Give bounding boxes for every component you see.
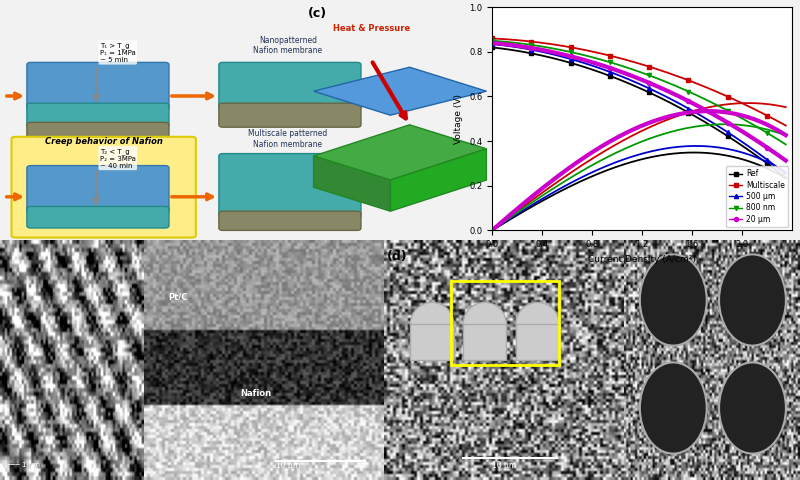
FancyBboxPatch shape xyxy=(219,154,361,218)
Text: T₂ < T_g
P₂ = 3MPa
~ 40 min: T₂ < T_g P₂ = 3MPa ~ 40 min xyxy=(100,148,136,169)
Text: (d): (d) xyxy=(386,250,407,263)
Circle shape xyxy=(516,302,559,346)
X-axis label: Current Density (A/cm²): Current Density (A/cm²) xyxy=(588,255,696,264)
Circle shape xyxy=(640,254,706,346)
Text: Creep behavior of Nafion: Creep behavior of Nafion xyxy=(45,137,162,146)
Polygon shape xyxy=(314,156,390,211)
Text: T₁ > T_g
P₁ = 1MPa
~ 5 min: T₁ > T_g P₁ = 1MPa ~ 5 min xyxy=(100,42,135,63)
FancyBboxPatch shape xyxy=(27,62,169,110)
Y-axis label: Voltage (V): Voltage (V) xyxy=(454,94,463,144)
FancyBboxPatch shape xyxy=(27,206,169,228)
Polygon shape xyxy=(314,125,486,180)
Polygon shape xyxy=(390,149,486,211)
Circle shape xyxy=(640,362,706,454)
FancyBboxPatch shape xyxy=(219,62,361,110)
Text: Pt/C: Pt/C xyxy=(168,293,187,302)
Text: Nanopatterned
Nafion membrane: Nanopatterned Nafion membrane xyxy=(254,36,322,55)
FancyBboxPatch shape xyxy=(516,324,559,360)
Text: Multiscale patterned
Nafion membrane: Multiscale patterned Nafion membrane xyxy=(248,130,328,149)
Polygon shape xyxy=(314,67,486,115)
Legend: Ref, Multiscale, 500 µm, 800 nm, 20 µm: Ref, Multiscale, 500 µm, 800 nm, 20 µm xyxy=(726,166,788,227)
FancyBboxPatch shape xyxy=(27,166,169,214)
Text: Heat & Pressure: Heat & Pressure xyxy=(333,24,410,33)
Circle shape xyxy=(410,302,454,346)
Circle shape xyxy=(719,254,786,346)
Text: ─── 1 µm: ─── 1 µm xyxy=(7,462,40,468)
Circle shape xyxy=(463,302,506,346)
Text: Nafion: Nafion xyxy=(240,389,271,398)
FancyBboxPatch shape xyxy=(27,122,169,142)
Text: 10 µm: 10 µm xyxy=(492,461,516,470)
FancyBboxPatch shape xyxy=(219,211,361,230)
FancyBboxPatch shape xyxy=(11,137,196,238)
FancyBboxPatch shape xyxy=(410,324,454,360)
FancyBboxPatch shape xyxy=(219,103,361,127)
FancyBboxPatch shape xyxy=(27,103,169,127)
FancyBboxPatch shape xyxy=(463,324,506,360)
Text: 10 µm: 10 µm xyxy=(276,461,300,470)
Circle shape xyxy=(719,362,786,454)
Text: (c): (c) xyxy=(308,7,327,20)
